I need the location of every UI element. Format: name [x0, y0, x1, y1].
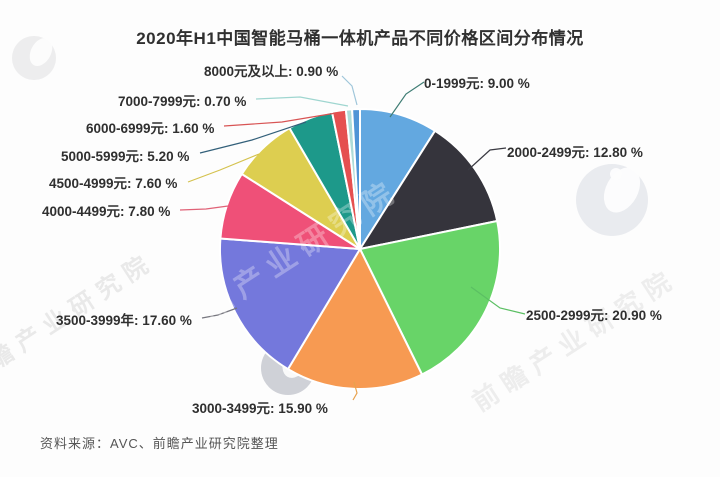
- slice-label-2000-2499元: 2000-2499元: 12.80 %: [507, 145, 643, 160]
- pie-slice-0-1999元: [359, 108, 436, 250]
- qianzhan-logo-watermark: [576, 164, 648, 236]
- slice-label-3000-3499元: 3000-3499元: 15.90 %: [192, 401, 328, 416]
- leader-line-2000-2499元: [467, 147, 507, 171]
- leader-line-3000-3499元: [352, 381, 358, 401]
- slice-label-7000-7999元: 7000-7999元: 0.70 %: [118, 94, 247, 109]
- leader-line-5000-5999元: [199, 121, 307, 154]
- leader-line-6000-6999元: [223, 112, 337, 127]
- pie-slice-3000-3499元: [287, 248, 423, 390]
- leader-line-8000元及以上: [341, 75, 358, 106]
- slice-label-5000-5999元: 5000-5999元: 5.20 %: [61, 149, 190, 164]
- pie-slice-2500-2999元: [359, 220, 502, 376]
- source-note: 资料来源：AVC、前瞻产业研究院整理: [40, 436, 279, 451]
- leader-line-2500-2999元: [470, 286, 526, 315]
- slice-label-0-1999元: 0-1999元: 9.00 %: [424, 76, 530, 91]
- leader-line-7000-7999元: [255, 96, 349, 107]
- leader-line-0-1999元: [389, 81, 425, 118]
- leader-line-3500-3999年: [201, 307, 238, 319]
- pie-slice-8000元及以上: [351, 107, 361, 250]
- slice-label-3500-3999年: 3500-3999年: 17.60 %: [56, 313, 192, 328]
- pie-slice-2000-2499元: [359, 129, 499, 250]
- slice-label-2500-2999元: 2500-2999元: 20.90 %: [526, 308, 662, 323]
- pie-slice-3500-3999年: [219, 237, 361, 371]
- slice-label-4000-4499元: 4000-4499元: 7.80 %: [42, 204, 171, 219]
- leader-line-4000-4499元: [179, 205, 229, 211]
- slice-label-6000-6999元: 6000-6999元: 1.60 %: [86, 121, 215, 136]
- slice-label-8000元及以上: 8000元及以上: 0.90 %: [204, 64, 339, 79]
- qianzhan-logo-watermark: [12, 36, 56, 80]
- slice-label-4500-4999元: 4500-4999元: 7.60 %: [49, 176, 178, 191]
- leader-line-4500-4999元: [187, 153, 260, 183]
- chart-title: 2020年H1中国智能马桶一体机产品不同价格区间分布情况: [136, 29, 584, 48]
